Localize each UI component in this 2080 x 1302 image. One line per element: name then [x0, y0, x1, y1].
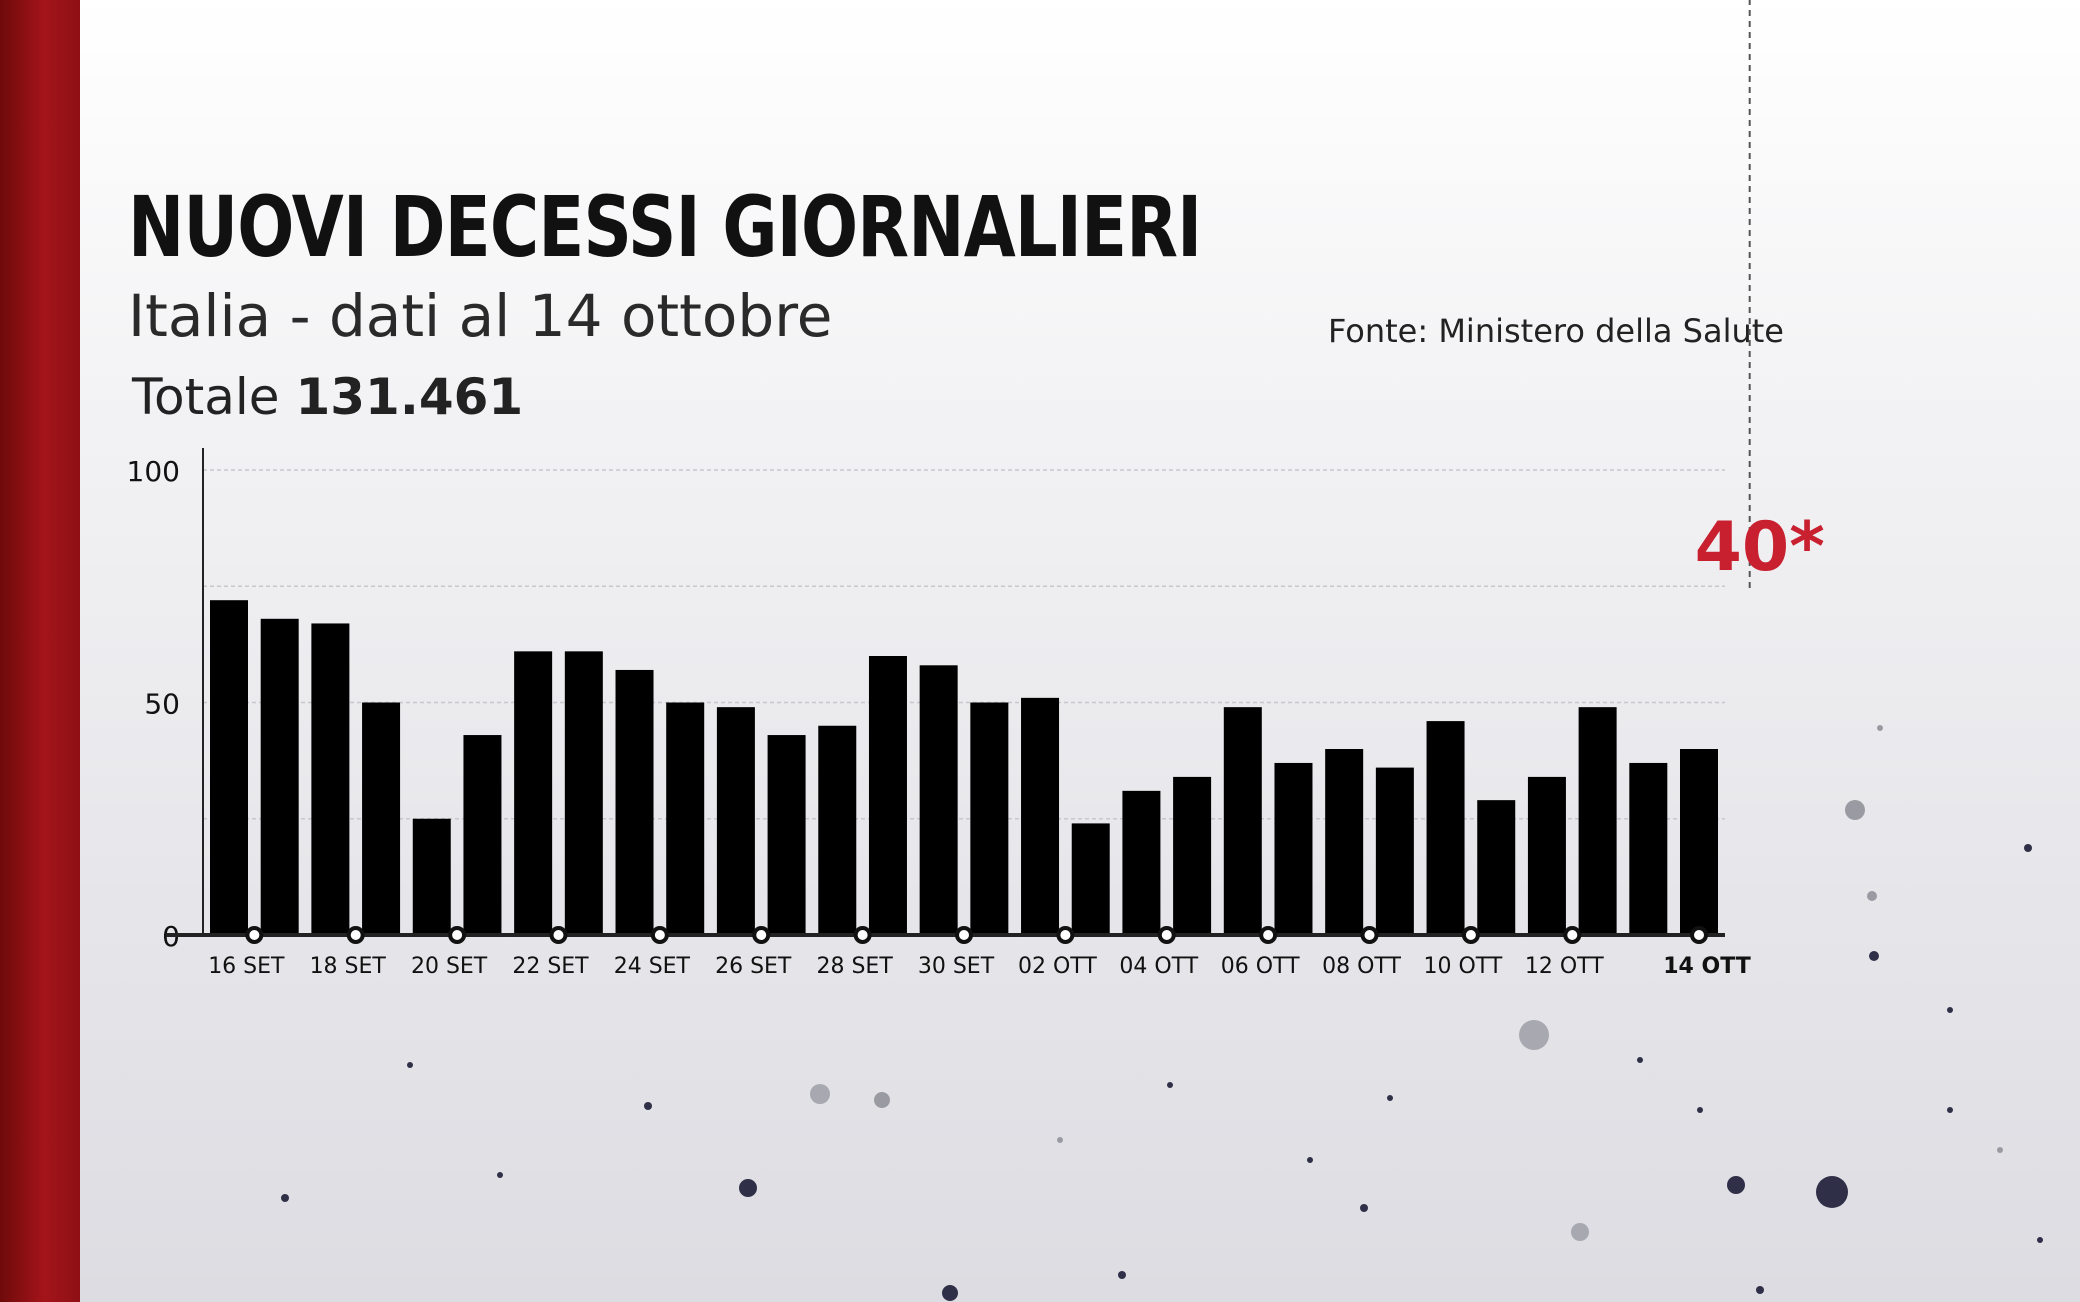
bar — [767, 735, 806, 935]
x-tick-marker — [1690, 926, 1708, 944]
x-tick-marker — [1259, 926, 1278, 944]
bar — [1223, 707, 1262, 935]
x-tick-label: 30 SET — [918, 954, 995, 979]
bar — [1173, 776, 1212, 935]
bar — [1477, 800, 1516, 935]
x-tick-label: 10 OTT — [1423, 954, 1502, 979]
bar — [1578, 707, 1617, 935]
x-tick-label: 20 SET — [411, 954, 488, 979]
total-line: Totale 131.461 — [132, 368, 523, 426]
side-accent-bar — [0, 0, 80, 1302]
bar — [1375, 767, 1414, 935]
x-tick-label: 26 SET — [715, 954, 792, 979]
bar — [260, 618, 299, 935]
bar — [1274, 762, 1313, 935]
bar — [1122, 790, 1161, 935]
bar — [463, 735, 502, 935]
x-tick-marker — [1360, 926, 1379, 944]
x-tick-marker — [346, 926, 365, 944]
bar — [666, 702, 705, 935]
bar — [1680, 749, 1718, 935]
x-tick-label: 14 OTT — [1663, 954, 1751, 979]
bar — [818, 725, 857, 935]
x-tick-label: 12 OTT — [1525, 954, 1604, 979]
bar — [1426, 721, 1465, 935]
x-tick-marker — [549, 926, 568, 944]
y-tick-label: 50 — [144, 688, 180, 721]
x-tick-marker — [650, 926, 669, 944]
x-tick-label: 08 OTT — [1322, 954, 1401, 979]
bar — [311, 623, 350, 935]
x-tick-label: 18 SET — [310, 954, 387, 979]
x-tick-label: 04 OTT — [1119, 954, 1198, 979]
x-tick-label: 28 SET — [816, 954, 893, 979]
x-tick-label: 02 OTT — [1018, 954, 1097, 979]
bar — [1629, 762, 1668, 935]
chart-title: NUOVI DECESSI GIORNALIERI — [128, 178, 1202, 276]
x-tick-marker — [955, 926, 973, 944]
x-tick-label: 24 SET — [614, 954, 691, 979]
bar — [716, 707, 755, 935]
source-note: Fonte: Ministero della Salute — [1328, 312, 1784, 350]
bar — [868, 656, 907, 935]
bar — [1021, 697, 1060, 935]
x-tick-marker — [245, 926, 264, 944]
bar — [210, 600, 248, 935]
total-value: 131.461 — [295, 368, 524, 426]
x-tick-marker — [448, 926, 467, 944]
bar — [514, 651, 553, 935]
bar — [362, 702, 401, 935]
bar — [615, 669, 654, 935]
bar — [970, 702, 1009, 935]
highlight-value-label: 40* — [1695, 508, 1825, 587]
x-tick-label: 22 SET — [512, 954, 589, 979]
x-tick-marker — [1563, 926, 1582, 944]
x-tick-marker — [752, 926, 771, 944]
x-tick-marker — [1461, 926, 1480, 944]
bar — [1071, 823, 1110, 935]
x-tick-label: 06 OTT — [1221, 954, 1300, 979]
x-tick-marker — [1056, 926, 1075, 944]
x-tick-marker — [853, 926, 872, 944]
chart-subtitle: Italia - dati al 14 ottobre — [128, 282, 833, 350]
total-label: Totale — [132, 368, 280, 426]
bar — [412, 818, 451, 935]
x-tick-label: 16 SET — [208, 954, 285, 979]
bar — [1325, 749, 1364, 935]
x-tick-marker — [1157, 926, 1176, 944]
bar — [564, 651, 603, 935]
y-tick-label: 100 — [127, 455, 180, 488]
bar — [1527, 776, 1566, 935]
bar — [919, 665, 958, 935]
